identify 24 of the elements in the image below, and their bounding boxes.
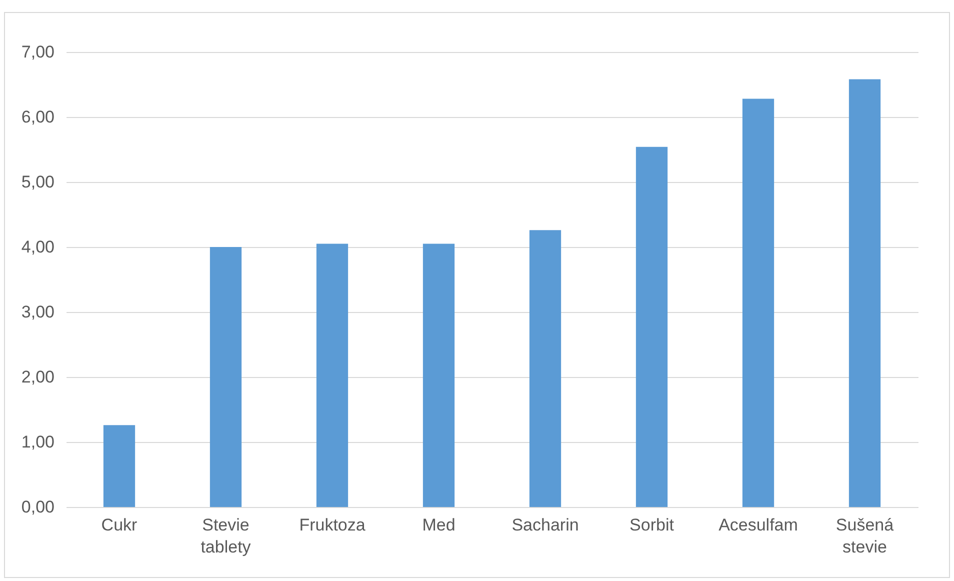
y-tick-label: 6,00 — [21, 108, 54, 126]
bar — [742, 98, 774, 507]
bar — [422, 244, 455, 507]
x-tick-label: Med — [422, 516, 456, 534]
x-tick-label: Sušená stevie — [836, 516, 894, 556]
x-tick-label: Sorbit — [630, 516, 674, 534]
y-tick-label: 1,00 — [21, 432, 54, 452]
x-tick-label: Sacharin — [512, 516, 579, 534]
y-tick-label: 4,00 — [21, 238, 54, 256]
y-tick-label: 0,00 — [21, 498, 54, 516]
x-tick-label: Fruktoza — [299, 516, 366, 534]
y-tick-label: 2,00 — [21, 368, 54, 386]
x-tick-label: Acesulfam — [718, 516, 798, 534]
bar — [103, 425, 136, 507]
bar — [529, 230, 562, 507]
x-tick-label: Stevie tablety — [200, 516, 252, 556]
y-tick-label: 3,00 — [21, 302, 54, 322]
bar — [848, 79, 881, 507]
y-tick-label: 7,00 — [21, 42, 54, 62]
bar — [636, 146, 668, 507]
x-tick-label: Cukr — [101, 516, 138, 534]
bar — [210, 247, 242, 507]
y-tick-label: 5,00 — [21, 172, 54, 192]
bar — [316, 244, 348, 507]
